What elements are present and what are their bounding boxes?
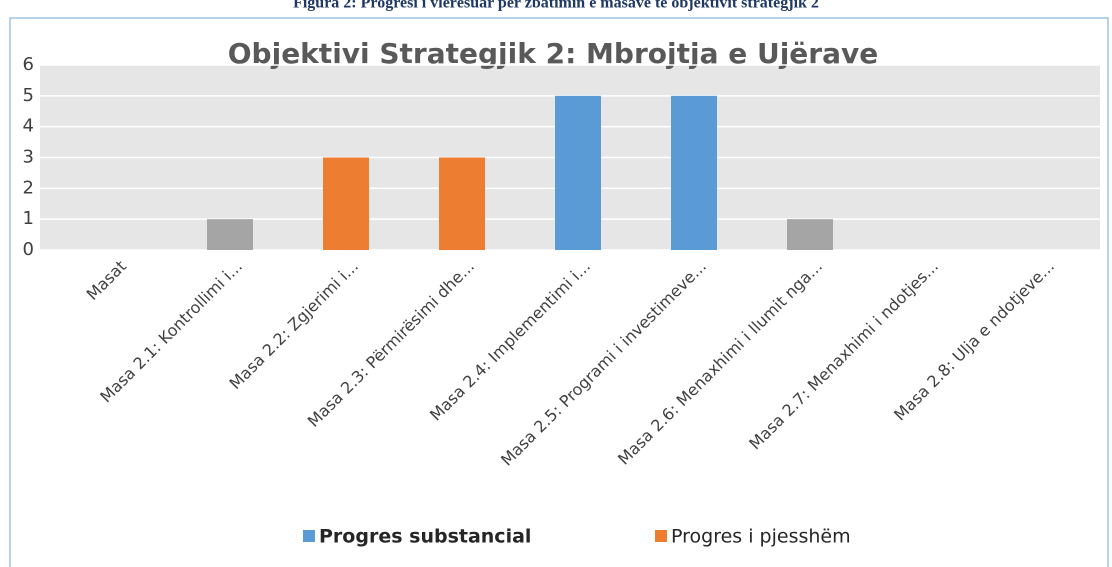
x-tick-label: Masa 2.5: Programi i investimeve... — [497, 257, 710, 470]
y-tick-label: 3 — [23, 147, 34, 168]
legend-label: Progres i pjesshëm — [671, 526, 851, 548]
bar — [671, 95, 717, 250]
y-tick-label: 5 — [23, 85, 34, 106]
bar — [439, 157, 485, 250]
caption: Figura 2: Progresi i vlerësuar për zbati… — [293, 0, 819, 12]
chart-frame — [9, 17, 1109, 567]
legend-label: Progres substancial — [319, 526, 531, 548]
x-tick-label: Masat — [83, 257, 130, 304]
y-tick-label: 1 — [23, 208, 34, 229]
y-tick-label: 4 — [23, 116, 34, 137]
y-tick-label: 6 — [23, 54, 34, 75]
x-tick-label: Masa 2.7: Menaxhimi i ndotjes... — [745, 257, 942, 454]
y-tick-label: 0 — [23, 239, 34, 260]
x-tick-label: Masa 2.2: Zgjerimi i... — [226, 257, 362, 393]
bar — [207, 219, 253, 250]
legend-swatch — [303, 530, 315, 542]
legend-swatch — [655, 530, 667, 542]
bar — [323, 157, 369, 250]
bar — [555, 95, 601, 250]
y-tick-label: 2 — [23, 177, 34, 198]
x-tick-label: Masa 2.6: Menaxhimi i llumit nga... — [614, 257, 826, 469]
bar — [787, 219, 833, 250]
